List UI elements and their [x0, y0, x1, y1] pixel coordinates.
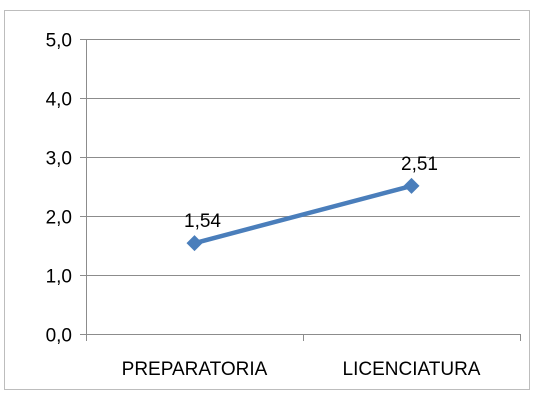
- data-label: 2,51: [401, 154, 438, 175]
- data-label: 1,54: [184, 211, 221, 232]
- x-tick-label: LICENCIATURA: [343, 359, 481, 380]
- x-tick-label: PREPARATORIA: [122, 359, 268, 380]
- gridlines: [86, 39, 520, 276]
- data-labels: 1,54 2,51: [184, 154, 438, 232]
- y-axis-tick-labels: 0,0 1,0 2,0 3,0 4,0 5,0: [46, 31, 72, 347]
- series-line: [192, 183, 414, 246]
- y-tick-label: 1,0: [46, 267, 72, 288]
- chart-frame: [4, 10, 530, 390]
- y-tick-label: 3,0: [46, 149, 72, 170]
- data-point-marker: [186, 235, 203, 252]
- series-layer: [186, 177, 420, 252]
- y-tick-label: 5,0: [46, 31, 72, 52]
- y-tick-label: 4,0: [46, 90, 72, 111]
- y-tick-label: 2,0: [46, 208, 72, 229]
- data-point-marker: [403, 177, 420, 194]
- x-axis-tick-labels: PREPARATORIA LICENCIATURA: [122, 359, 481, 380]
- y-tick-label: 0,0: [46, 326, 72, 347]
- axes: [80, 39, 521, 341]
